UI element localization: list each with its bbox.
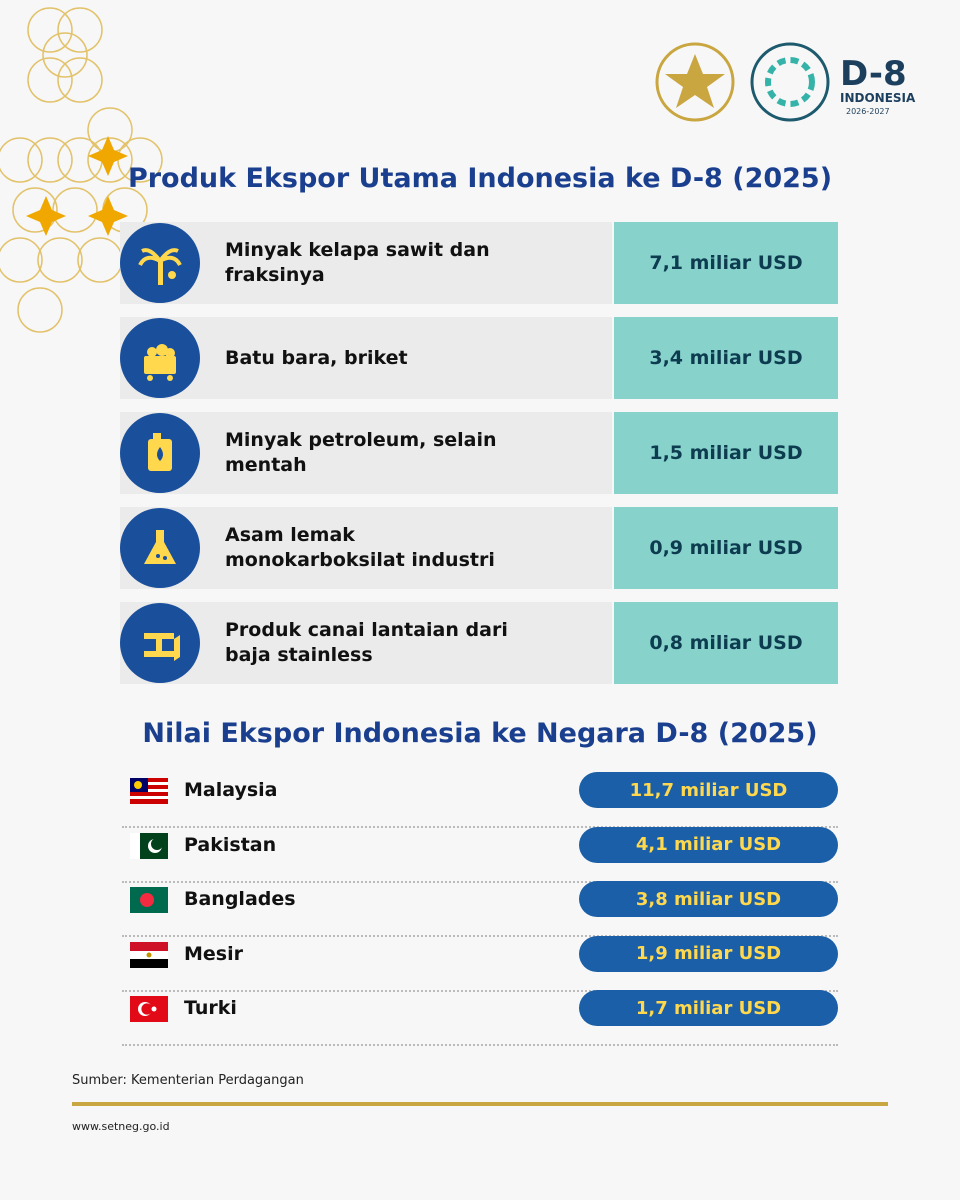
product-icon	[120, 223, 200, 307]
product-label: Minyak kelapa sawit dan fraksinya	[225, 239, 490, 286]
product-row: Minyak kelapa sawit dan fraksinya 7,1 mil…	[120, 222, 838, 304]
product-value: 1,5 miliar USD	[614, 412, 838, 494]
source: Sumber: Kementerian Perdagangan	[72, 1073, 304, 1088]
country-name: Banglades	[184, 888, 296, 910]
product-box	[120, 507, 612, 589]
countries-title: Nilai Ekspor Indonesia ke Negara D-8 (20…	[142, 718, 818, 749]
product-row: Batu bara, briket 3,4 miliar USD	[120, 317, 838, 399]
country-value: 1,9 miliar USD	[579, 935, 838, 972]
product-box	[120, 602, 612, 684]
icon	[120, 508, 200, 588]
country-row: Pakistan 4,1 miliar USD	[122, 826, 838, 883]
icon	[120, 318, 200, 398]
country-row: Malaysia 11,7 miliar USD	[122, 772, 838, 828]
flag	[130, 778, 168, 808]
country-row: Mesir 1,9 miliar USD	[122, 935, 838, 992]
country-name: Turki	[184, 997, 237, 1019]
product-row: Asam lemak monokarboksilat industri 0,9 m…	[120, 507, 838, 589]
product-icon	[120, 508, 200, 592]
country-name: Malaysia	[184, 779, 278, 801]
product-icon	[120, 318, 200, 402]
product-row: Minyak petroleum, selain mentah 1,5 milia…	[120, 412, 838, 494]
product-icon	[120, 603, 200, 687]
product-value: 7,1 miliar USD	[614, 222, 838, 304]
product-row: Produk canai lantaian dari baja stainles…	[120, 602, 838, 684]
product-label: Produk canai lantaian dari baja stainles…	[225, 619, 508, 666]
flag	[130, 941, 168, 972]
icon	[120, 413, 200, 493]
icon	[120, 603, 200, 683]
country-name: Mesir	[184, 942, 243, 965]
product-icon	[120, 413, 200, 497]
country-name: Pakistan	[184, 833, 277, 856]
decor-pattern	[0, 7, 163, 333]
country-value: 11,7 miliar USD	[579, 772, 838, 808]
product-label: Asam lemak monokarboksilat industri	[225, 524, 495, 571]
product-label: Batu bara, briket	[225, 346, 408, 369]
divider	[72, 1102, 888, 1106]
product-box	[120, 412, 612, 494]
country-value: 1,7 miliar USD	[579, 990, 838, 1026]
flag	[130, 887, 168, 917]
product-value: 3,4 miliar USD	[614, 317, 838, 399]
products-title: Produk Ekspor Utama Indonesia ke D-8 (20…	[127, 163, 833, 194]
product-value: 0,8 miliar USD	[614, 602, 838, 684]
logos: D-8 INDONESIA 2026-2027	[655, 42, 916, 122]
product-box	[120, 317, 612, 399]
logo-country: INDONESIA	[840, 91, 916, 105]
logo-name: D-8	[840, 54, 907, 94]
product-value: 0,9 miliar USD	[614, 507, 838, 589]
country-row: Banglades 3,8 miliar USD	[122, 881, 838, 937]
flag-icon	[130, 887, 168, 913]
product-label: Minyak petroleum, selain mentah	[225, 429, 497, 476]
flag-icon	[130, 778, 168, 804]
flag-icon	[130, 996, 168, 1022]
country-row: Turki 1,7 miliar USD	[122, 990, 838, 1046]
country-value: 3,8 miliar USD	[579, 881, 838, 917]
product-box	[120, 222, 612, 304]
flag	[130, 996, 168, 1026]
flag-icon	[130, 941, 168, 968]
flag-icon	[130, 832, 168, 859]
logo-years: 2026-2027	[846, 107, 890, 116]
flag	[130, 832, 168, 863]
icon	[120, 223, 200, 303]
website: www.setneg.go.id	[72, 1120, 170, 1133]
country-value: 4,1 miliar USD	[579, 826, 838, 863]
